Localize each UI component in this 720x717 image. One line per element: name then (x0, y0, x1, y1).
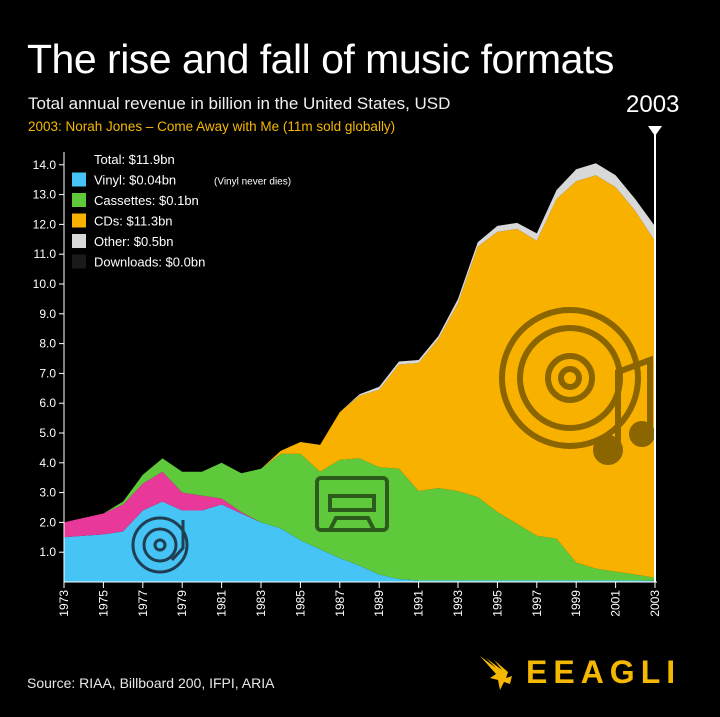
x-tick-label: 1973 (57, 590, 71, 617)
x-tick-label: 1999 (569, 590, 583, 617)
y-tick-label: 5.0 (39, 426, 56, 440)
x-tick-label: 1995 (490, 590, 504, 617)
x-tick-label: 1975 (96, 590, 110, 617)
cassette-tape-icon (315, 476, 389, 532)
x-tick-label: 1981 (215, 590, 229, 617)
y-tick-label: 3.0 (39, 486, 56, 500)
chart-subtitle: Total annual revenue in billion in the U… (28, 94, 451, 113)
y-tick-label: 1.0 (39, 545, 56, 559)
legend-note-vinyl: (Vinyl never dies) (214, 177, 291, 188)
chart-annotation: 2003: Norah Jones – Come Away with Me (1… (28, 119, 396, 134)
source-note: Source: RIAA, Billboard 200, IFPI, ARIA (27, 675, 275, 691)
year-marker-triangle (648, 126, 662, 136)
series-area-vinyl (64, 501, 655, 582)
legend-label-total: Total: $11.9bn (94, 152, 175, 167)
x-tick-label: 2003 (648, 590, 662, 617)
y-tick-label: 6.0 (39, 396, 56, 410)
x-tick-label: 1989 (372, 590, 386, 617)
x-tick-label: 1979 (175, 590, 189, 617)
logo-wordmark: EEAGLI (526, 654, 682, 690)
legend-label-cds: CDs: $11.3bn (94, 214, 173, 229)
brand-logo: EEAGLI (476, 648, 696, 696)
series-area-eight_track (64, 471, 655, 581)
legend-swatch-downloads (72, 254, 86, 269)
legend-label-other: Other: $0.5bn (94, 234, 174, 249)
y-tick-label: 12.0 (33, 217, 57, 231)
y-tick-label: 11.0 (34, 247, 57, 261)
vinyl-record-icon (131, 516, 189, 574)
x-tick-label: 1991 (412, 590, 426, 617)
series-area-cds (64, 175, 655, 578)
legend-label-cassettes: Cassettes: $0.1bn (94, 193, 199, 208)
x-tick-label: 1985 (293, 590, 307, 617)
legend-swatch-cassettes (72, 193, 86, 207)
legend-swatch-vinyl (72, 172, 86, 187)
legend-label-downloads: Downloads: $0.0bn (94, 255, 205, 270)
legend-swatch-cds (72, 213, 86, 228)
year-marker-label: 2003 (626, 91, 680, 118)
chart-title: The rise and fall of music formats (27, 36, 614, 82)
cd-music-icon (499, 307, 655, 465)
x-tick-label: 1977 (136, 590, 150, 617)
x-tick-label: 1993 (451, 590, 465, 617)
y-tick-label: 4.0 (39, 456, 56, 470)
y-tick-label: 10.0 (33, 277, 57, 291)
x-tick-label: 2001 (609, 590, 623, 617)
y-tick-label: 7.0 (39, 366, 56, 380)
y-tick-label: 8.0 (39, 337, 56, 351)
y-tick-label: 13.0 (33, 188, 57, 202)
x-tick-label: 1987 (333, 590, 347, 617)
legend-label-vinyl: Vinyl: $0.04bn (94, 173, 176, 188)
x-tick-label: 1997 (530, 590, 544, 617)
eagle-icon (480, 656, 512, 690)
y-tick-label: 14.0 (33, 158, 57, 172)
y-tick-label: 9.0 (39, 307, 56, 321)
x-tick-label: 1983 (254, 590, 268, 617)
legend-swatch-other (72, 234, 86, 248)
y-tick-label: 2.0 (39, 515, 56, 529)
